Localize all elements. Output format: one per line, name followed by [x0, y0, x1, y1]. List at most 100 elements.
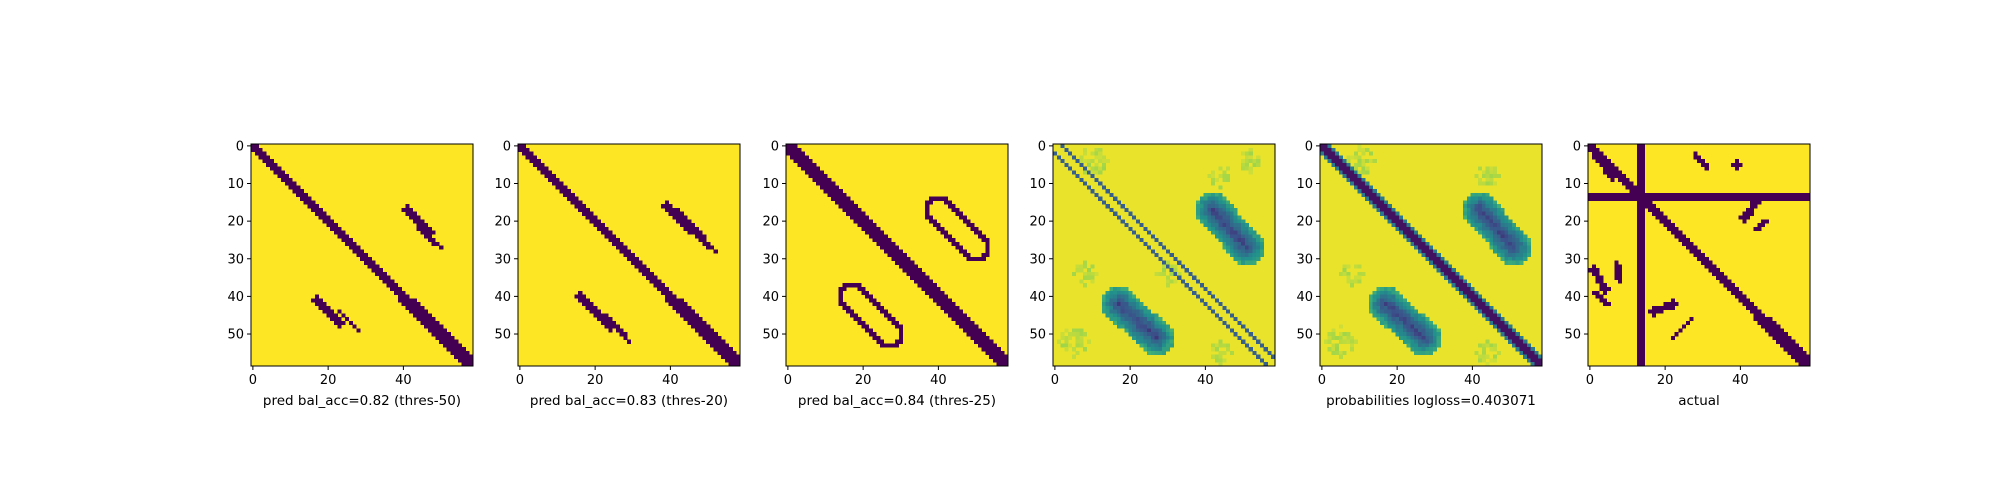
heatmap-cells	[251, 144, 474, 367]
heatmap-cell	[1139, 328, 1144, 333]
heatmap-cell	[876, 241, 881, 246]
heatmap-cell	[947, 305, 952, 310]
heatmap-cell	[857, 286, 862, 292]
heatmap-cell	[1485, 196, 1490, 201]
heatmap-cell	[1075, 174, 1080, 179]
heatmap-cell	[1493, 215, 1498, 220]
heatmap-cell	[1116, 317, 1122, 322]
heatmap-cell	[1425, 249, 1430, 254]
heatmap-cell	[1380, 317, 1385, 322]
heatmap-cell	[1636, 249, 1642, 254]
heatmap-cell	[951, 204, 956, 209]
heatmap-cell	[895, 343, 900, 348]
heatmap-cell	[895, 245, 900, 250]
heatmap-cell	[1414, 343, 1419, 348]
heatmap-cell	[1218, 185, 1223, 190]
heatmap-cell	[1761, 313, 1766, 318]
heatmap-cell	[709, 245, 715, 250]
heatmap-cell	[1798, 196, 1803, 201]
heatmap-cell	[925, 211, 930, 216]
heatmap-cell	[1244, 162, 1250, 167]
heatmap-cell	[1086, 185, 1091, 190]
heatmap-cell	[1779, 335, 1785, 341]
heatmap-cell	[1738, 162, 1743, 167]
heatmap-cell	[540, 166, 545, 171]
heatmap-cell	[1395, 298, 1400, 303]
heatmap-cell	[928, 219, 934, 224]
heatmap-cell	[1199, 219, 1204, 224]
heatmap-cell	[868, 328, 873, 333]
heatmap-cell	[1218, 350, 1223, 356]
heatmap-cell	[1655, 211, 1660, 216]
heatmap-cell	[1519, 245, 1524, 250]
heatmap-cell	[1787, 347, 1792, 352]
heatmap-cell	[1588, 196, 1593, 201]
heatmap-cell	[1470, 298, 1475, 303]
heatmap-cell	[1195, 204, 1201, 209]
heatmap-cell	[288, 177, 293, 182]
heatmap-cell	[1636, 219, 1642, 224]
heatmap-cell	[1493, 343, 1498, 348]
heatmap-cell	[1636, 332, 1642, 337]
heatmap-cell	[1402, 230, 1407, 235]
heatmap-cell	[589, 305, 594, 310]
heatmap-cell	[1640, 192, 1645, 198]
heatmap-cell	[393, 286, 399, 292]
heatmap-cell	[1538, 362, 1543, 367]
heatmap-cell	[1075, 332, 1080, 337]
heatmap-cell	[1380, 204, 1385, 209]
heatmap-cell	[1595, 155, 1600, 160]
heatmap-cell	[288, 185, 293, 190]
heatmap-cell	[1395, 290, 1400, 295]
heatmap-cell	[1256, 155, 1261, 160]
heatmap-cell	[608, 234, 613, 239]
heatmap-cell	[698, 320, 703, 325]
heatmap-cell	[1481, 343, 1486, 348]
heatmap-cell	[1436, 264, 1441, 269]
heatmap-cell	[1399, 317, 1404, 322]
heatmap-cell	[1113, 211, 1118, 216]
heatmap-cell	[589, 302, 594, 307]
heatmap-cell	[1738, 192, 1743, 198]
heatmap-cell	[1372, 309, 1377, 314]
heatmap-cell	[951, 302, 956, 307]
heatmap-cell	[1462, 283, 1468, 288]
heatmap-cell	[529, 155, 534, 160]
heatmap-cell	[1511, 260, 1517, 265]
heatmap-cell	[1704, 196, 1709, 201]
y-tick-label: 20	[227, 215, 244, 230]
heatmap-cell	[416, 313, 421, 318]
heatmap-cell	[1519, 238, 1524, 243]
heatmap-cell	[668, 302, 673, 307]
heatmap-cell	[1147, 328, 1152, 333]
heatmap-cell	[1455, 279, 1460, 284]
heatmap-cell	[1395, 317, 1400, 322]
heatmap-cell	[333, 317, 338, 322]
heatmap-cell	[880, 309, 885, 314]
heatmap-cell	[341, 238, 346, 243]
heatmap-cell	[1500, 241, 1505, 246]
heatmap-cell	[1478, 211, 1483, 216]
heatmap-cell	[955, 309, 960, 314]
heatmap-cell	[1068, 343, 1073, 348]
heatmap-cell	[1098, 166, 1103, 171]
heatmap-cell	[615, 324, 620, 329]
heatmap-cell	[551, 174, 556, 179]
heatmap-cell	[1222, 174, 1227, 179]
heatmap-cell	[623, 245, 628, 250]
heatmap-cell	[1629, 189, 1634, 194]
heatmap-cell	[1248, 230, 1253, 235]
heatmap-cell	[1640, 241, 1645, 246]
heatmap-cell	[1421, 328, 1426, 333]
heatmap-cell	[853, 204, 858, 209]
heatmap-cell	[1719, 196, 1724, 201]
heatmap-cell	[1173, 264, 1178, 269]
heatmap-cell	[816, 170, 821, 175]
heatmap-cell	[1071, 332, 1076, 337]
heatmap-cell	[1399, 309, 1404, 314]
heatmap-cell	[1211, 200, 1216, 205]
heatmap-cell	[1165, 339, 1170, 344]
heatmap-cell	[1523, 238, 1528, 243]
heatmap-cell	[1636, 286, 1642, 292]
heatmap-cell	[1237, 230, 1242, 235]
